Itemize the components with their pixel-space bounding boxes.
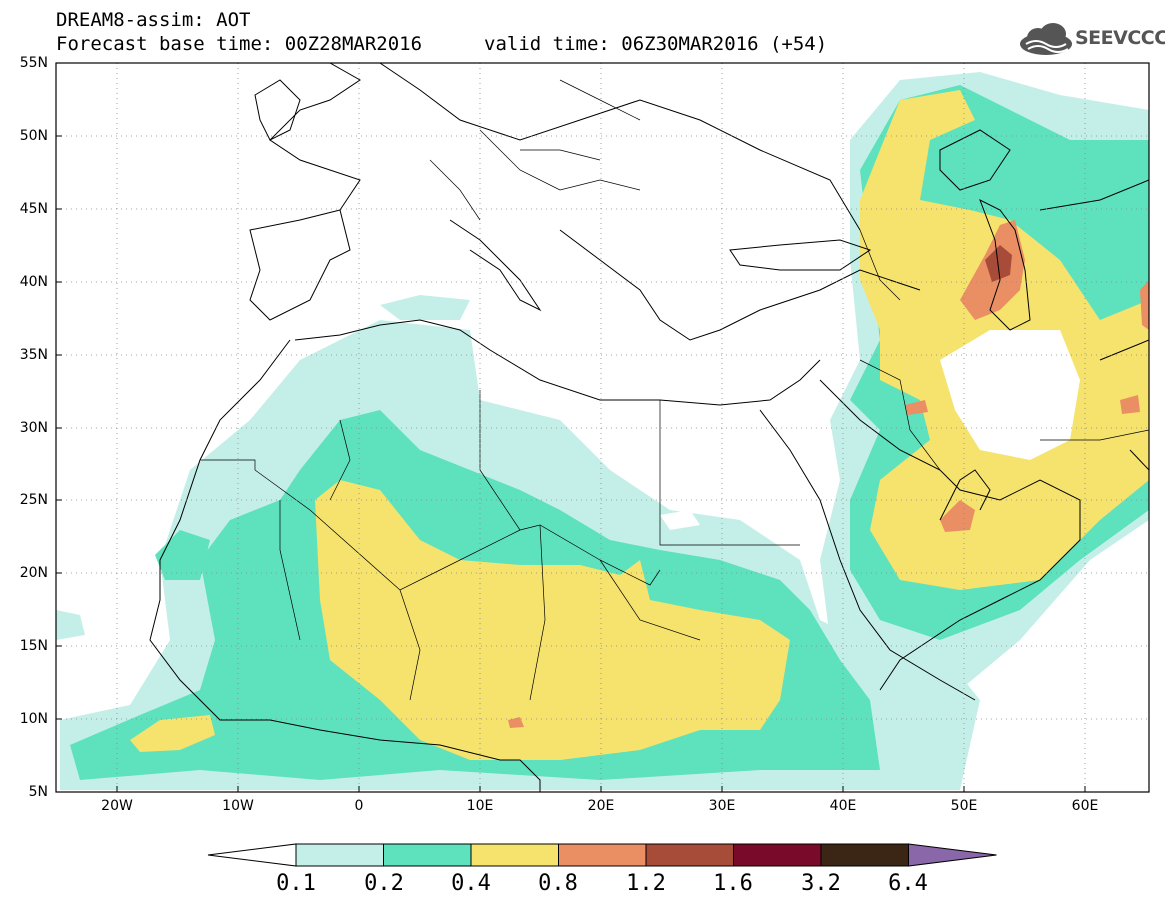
lat-label: 50N (19, 128, 48, 144)
country-borders (200, 79, 1149, 701)
colorbar-label: 3.2 (801, 871, 841, 896)
lon-label: 50E (950, 798, 978, 814)
lon-label: 0 (354, 798, 364, 814)
colorbar-box (820, 843, 909, 867)
lat-label: 45N (19, 201, 48, 217)
lat-label: 15N (19, 638, 48, 654)
lat-label: 20N (19, 565, 48, 581)
colorbar-label: 0.8 (538, 871, 578, 896)
lat-label: 10N (19, 711, 48, 727)
lon-label: 60E (1071, 798, 1099, 814)
colorbar-label: 0.2 (364, 871, 404, 896)
lat-label: 30N (19, 420, 48, 436)
colorbar-box (645, 843, 734, 867)
aot-clear-areas (660, 330, 1080, 530)
colorbar-box (383, 843, 472, 867)
lat-label: 25N (19, 492, 48, 508)
colorbar-label: 0.4 (451, 871, 491, 896)
aot-contours (56, 63, 1149, 792)
colorbar-label: 6.4 (888, 871, 928, 896)
colorbar-label: 1.6 (713, 871, 753, 896)
grid-lines (56, 63, 1149, 792)
colorbar-box (558, 843, 647, 867)
valid-time: valid time: 06Z30MAR2016 (+54) (484, 33, 828, 55)
colorbar-arrow-low (207, 843, 297, 867)
lat-label: 35N (19, 347, 48, 363)
lon-label: 10E (466, 798, 494, 814)
axis-ticks (56, 62, 1086, 792)
forecast-base-time: Forecast base time: 00Z28MAR2016 (56, 33, 423, 55)
colorbar-label: 0.1 (276, 871, 316, 896)
colorbar-box (733, 843, 822, 867)
lat-label: 40N (19, 274, 48, 290)
lon-label: 20E (587, 798, 615, 814)
colorbar-box (295, 843, 384, 867)
colorbar-box (470, 843, 559, 867)
logo-text: SEEVCCC (1075, 27, 1165, 49)
lon-label: 30E (708, 798, 736, 814)
aot-band-1.2 (985, 245, 1012, 282)
lat-label: 55N (19, 55, 48, 71)
chart-title: DREAM8-assim: AOT (56, 9, 251, 31)
lon-label: 40E (829, 798, 857, 814)
lon-label: 10W (222, 798, 254, 814)
cloud-icon (1020, 23, 1072, 55)
lat-label: 5N (28, 784, 48, 800)
colorbar-arrow-high (908, 843, 997, 867)
lon-label: 20W (101, 798, 133, 814)
colorbar-label: 1.2 (626, 871, 666, 896)
